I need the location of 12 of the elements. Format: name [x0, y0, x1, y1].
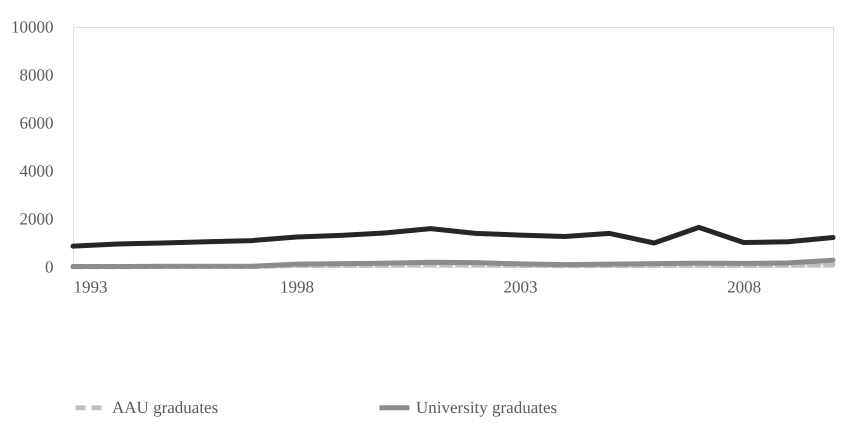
- y-tick-label: 6000: [20, 114, 54, 132]
- x-tick-label: 1993: [74, 278, 108, 296]
- x-tick-label: 2008: [727, 278, 762, 296]
- x-tick-label: 2003: [504, 278, 538, 296]
- legend-label: AAU graduates: [112, 398, 218, 417]
- y-tick-label: 0: [45, 258, 54, 276]
- y-tick-label: 10000: [11, 18, 54, 36]
- y-tick-label: 2000: [20, 210, 54, 228]
- legend-label: University graduates: [416, 398, 558, 417]
- y-tick-label: 4000: [20, 162, 54, 180]
- x-tick-label: 1998: [280, 278, 314, 296]
- y-tick-label: 8000: [20, 66, 54, 84]
